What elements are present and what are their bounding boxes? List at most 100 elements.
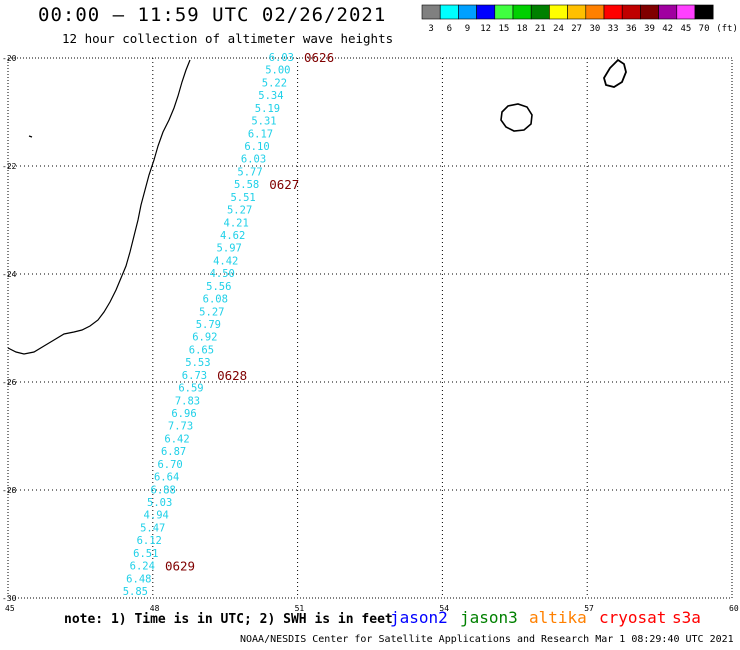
lat-lon-grid: 45 48 51 54 57 60-20-22-24-26-28-30 [2,54,739,613]
swh-value: 6.08 [203,294,228,306]
swh-value: 5.27 [227,205,252,217]
latitude-tick-label: -28 [2,486,17,495]
swh-value: 6.59 [178,383,203,395]
satellite-cryosat: cryosat [599,608,667,627]
swh-value: 5.27 [199,306,224,318]
swh-value: 4.62 [220,230,245,242]
legend-swatch [603,4,623,20]
legend-label: 3 [428,24,433,34]
swh-value: 5.97 [217,243,242,255]
swh-value: 5.77 [237,166,262,178]
islet-mark [28,135,33,138]
legend-swatch [458,4,477,20]
latitude-tick-label: -22 [2,162,17,171]
legend-swatch [658,4,678,20]
legend-swatch [476,4,496,20]
legend-unit: (ft) [716,24,738,34]
page-title: 00:00 – 11:59 UTC 02/26/2021 [38,4,387,26]
swh-value: 6.65 [189,344,214,356]
swh-value: 7.83 [175,395,200,407]
legend-label: 18 [517,24,528,34]
swh-value: 5.34 [258,90,283,102]
legend-label: 9 [465,24,470,34]
legend-label: 36 [626,24,637,34]
swh-value: 6.48 [126,573,151,585]
longitude-tick-label: 51 [295,604,305,613]
legend-swatch [621,4,641,20]
latitude-tick-label: -24 [2,270,17,279]
swh-value: 6.88 [151,484,176,496]
time-marker: 0627 [269,177,299,192]
footer-note: note: 1) Time is in UTC; 2) SWH is in fe… [64,612,393,627]
satellite-altika: altika [529,608,587,627]
swh-value: 6.24 [130,561,155,573]
legend-label: 45 [680,24,691,34]
swh-value: 6.73 [182,370,207,382]
swh-value: 5.22 [262,77,287,89]
time-marker: 0626 [304,50,334,65]
legend-label: 33 [608,24,619,34]
map-border [7,57,733,599]
legend-label: 15 [498,24,509,34]
legend-swatch [494,4,514,20]
swh-value: 6.03 [269,52,294,64]
swh-value: 5.31 [251,116,276,128]
swh-value: 4.21 [224,217,249,229]
legend-swatch [549,4,568,20]
legend-label: 42 [662,24,673,34]
swh-value: 6.51 [133,548,158,560]
swh-value: 6.42 [164,433,189,445]
swh-value: 5.56 [206,281,231,293]
longitude-tick-label: 54 [439,604,449,613]
legend-swatch [421,4,441,20]
longitude-tick-label: 48 [150,604,160,613]
swh-value: 4.50 [210,268,235,280]
satellite-jason2: jason2 [390,608,448,627]
time-marker: 0628 [217,368,247,383]
mauritius-coastline [603,58,627,88]
longitude-tick-label: 60 [729,604,739,613]
legend-label: 21 [535,24,546,34]
swh-value: 5.85 [123,586,148,598]
legend-swatch [585,4,605,20]
legend-swatch [530,4,550,20]
swh-value: 4.94 [144,510,169,522]
swh-value: 6.87 [161,446,186,458]
swh-value: 5.47 [140,522,165,534]
swh-value: 5.00 [265,65,290,77]
swh-value: 6.92 [192,332,217,344]
legend-label: 30 [589,24,600,34]
swh-value: 6.70 [157,459,182,471]
legend-swatch [694,4,714,20]
satellite-jason3: jason3 [460,608,518,627]
coastlines [7,58,627,355]
swh-value: 4.42 [213,255,238,267]
longitude-tick-label: 45 [5,604,15,613]
legend-label: 12 [480,24,491,34]
swh-value: 5.19 [255,103,280,115]
satellite-s3a: s3a [672,608,701,627]
map-frame [7,57,733,599]
time-marker: 0629 [165,559,195,574]
legend-label: 27 [571,24,582,34]
legend-swatch [676,4,696,20]
swh-value: 6.10 [244,141,269,153]
legend-swatch [512,4,532,20]
latitude-tick-label: -26 [2,378,17,387]
swh-value: 6.12 [137,535,162,547]
legend-label: 6 [447,24,452,34]
legend-label: 39 [644,24,655,34]
madagascar-coastline [7,59,191,355]
color-legend: 3 6 9 12 15 18 21 24 27 30 33 36 39 42 45 70 (ft) [421,4,738,34]
legend-swatch [640,4,659,20]
swh-value: 5.51 [230,192,255,204]
altimeter-track: 6.035.005.225.345.195.316.176.106.035.77… [123,50,334,598]
longitude-tick-label: 57 [584,604,594,613]
swh-value: 5.79 [196,319,221,331]
swh-value: 5.58 [234,179,259,191]
page-subtitle: 12 hour collection of altimeter wave hei… [62,31,394,46]
swh-value: 6.03 [241,154,266,166]
swh-value: 6.17 [248,128,273,140]
legend-swatch [439,4,459,20]
